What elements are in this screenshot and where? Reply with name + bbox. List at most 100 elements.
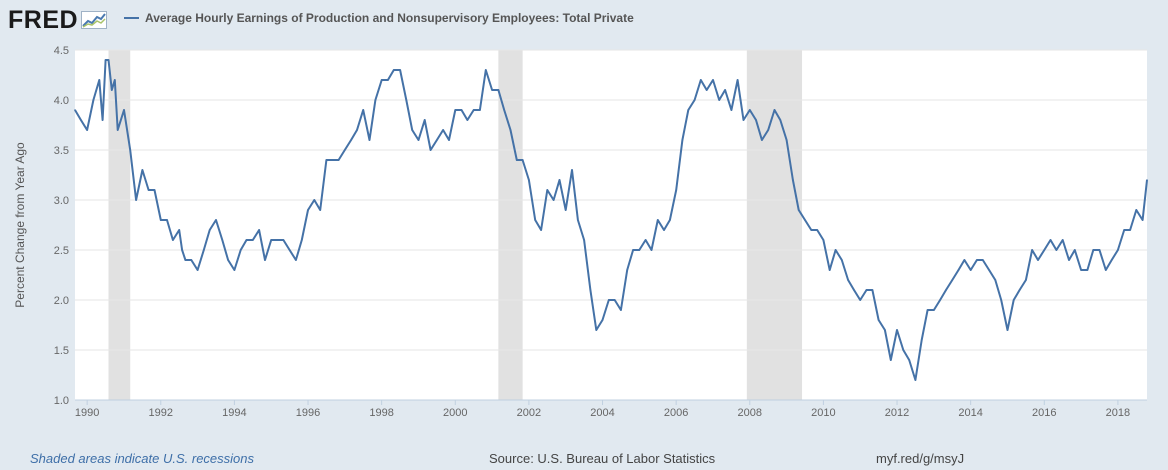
data-point bbox=[1055, 249, 1058, 251]
fred-logo[interactable]: FRED bbox=[8, 6, 108, 34]
data-point bbox=[1025, 279, 1027, 281]
data-point bbox=[239, 249, 242, 251]
data-point bbox=[399, 69, 401, 71]
data-point bbox=[816, 229, 818, 231]
data-point bbox=[1012, 299, 1015, 301]
data-point bbox=[841, 259, 843, 261]
data-point bbox=[865, 289, 868, 291]
data-point bbox=[344, 149, 346, 151]
data-point bbox=[939, 299, 941, 301]
data-point bbox=[871, 289, 874, 291]
data-point bbox=[325, 159, 328, 161]
data-point bbox=[417, 139, 420, 141]
data-point bbox=[877, 319, 880, 321]
header: FRED Average Hourly Earnings of Producti… bbox=[0, 0, 1168, 40]
legend-label: Average Hourly Earnings of Production an… bbox=[145, 11, 634, 25]
x-axis: 1990 1992 1994 1996 1998 2000 2002 2004 2006 2008… bbox=[75, 399, 1147, 419]
x-tick-label: 1996 bbox=[296, 407, 320, 419]
data-point bbox=[558, 179, 561, 181]
data-point bbox=[215, 219, 217, 221]
y-tick-label: 1.0 bbox=[54, 395, 69, 407]
data-point bbox=[166, 219, 168, 221]
y-tick-label: 2.0 bbox=[54, 295, 69, 307]
data-point bbox=[258, 229, 260, 231]
data-point bbox=[270, 239, 273, 241]
data-point bbox=[227, 259, 229, 261]
data-point bbox=[196, 269, 199, 271]
data-point bbox=[141, 169, 144, 171]
footer: Shaded areas indicate U.S. recessions So… bbox=[0, 448, 1168, 470]
data-point bbox=[785, 139, 788, 141]
data-point bbox=[503, 109, 506, 111]
data-point bbox=[405, 99, 408, 101]
data-point bbox=[712, 79, 714, 81]
recession-band bbox=[746, 50, 803, 400]
data-point bbox=[896, 329, 898, 331]
data-point bbox=[221, 239, 224, 241]
data-point bbox=[669, 219, 671, 221]
data-point bbox=[705, 89, 708, 91]
data-point bbox=[804, 219, 806, 221]
data-point bbox=[111, 89, 113, 91]
data-point bbox=[681, 139, 684, 141]
data-point bbox=[113, 79, 116, 81]
data-point bbox=[429, 149, 432, 151]
y-tick-label: 4.0 bbox=[54, 95, 69, 107]
x-tick-label: 2018 bbox=[1106, 407, 1130, 419]
x-tick-label: 1998 bbox=[369, 407, 393, 419]
x-tick-label: 2000 bbox=[443, 407, 467, 419]
data-point bbox=[350, 139, 352, 141]
data-point bbox=[374, 99, 377, 101]
data-point bbox=[460, 109, 463, 111]
shortlink[interactable]: myf.red/g/msyJ bbox=[876, 451, 965, 466]
data-point bbox=[730, 109, 733, 111]
data-point bbox=[724, 89, 726, 91]
data-point bbox=[577, 219, 579, 221]
data-point bbox=[1061, 239, 1064, 241]
data-point bbox=[515, 159, 518, 161]
data-point bbox=[736, 79, 739, 81]
data-point bbox=[313, 199, 316, 201]
data-point bbox=[74, 109, 76, 111]
data-point bbox=[656, 219, 659, 221]
data-point bbox=[1080, 269, 1082, 271]
data-point bbox=[546, 189, 549, 191]
x-tick-label: 1994 bbox=[222, 407, 246, 419]
legend-line-swatch bbox=[124, 17, 139, 19]
recession-note: Shaded areas indicate U.S. recessions bbox=[30, 451, 255, 466]
data-point bbox=[933, 309, 935, 311]
line-chart[interactable]: 1.01.52.02.53.03.54.04.5 1990 1992 1994 199… bbox=[0, 0, 1168, 448]
data-point bbox=[107, 59, 110, 61]
data-point bbox=[779, 119, 782, 121]
recession-band bbox=[108, 50, 131, 400]
legend: Average Hourly Earnings of Production an… bbox=[124, 11, 634, 25]
data-point bbox=[331, 159, 334, 161]
data-point bbox=[123, 109, 125, 111]
data-point bbox=[552, 199, 555, 201]
x-tick-label: 2008 bbox=[738, 407, 762, 419]
data-point bbox=[245, 239, 248, 241]
data-point bbox=[607, 299, 610, 301]
data-point bbox=[472, 109, 475, 111]
y-tick-label: 2.5 bbox=[54, 245, 69, 257]
data-point bbox=[497, 89, 500, 91]
data-point bbox=[976, 259, 978, 261]
data-point bbox=[828, 269, 831, 271]
data-point bbox=[773, 109, 776, 111]
data-point bbox=[264, 259, 266, 261]
data-point bbox=[847, 279, 849, 281]
x-tick-label: 2012 bbox=[885, 407, 909, 419]
data-point bbox=[178, 229, 180, 231]
data-point bbox=[1129, 229, 1131, 231]
data-point bbox=[1018, 289, 1021, 291]
x-tick-label: 2010 bbox=[811, 407, 835, 419]
data-point bbox=[184, 259, 187, 261]
data-point bbox=[761, 139, 763, 141]
data-point bbox=[822, 239, 825, 241]
data-point bbox=[1068, 259, 1070, 261]
data-point bbox=[675, 189, 677, 191]
data-point bbox=[1092, 249, 1095, 251]
data-point bbox=[288, 249, 291, 251]
data-point bbox=[650, 249, 653, 251]
data-point bbox=[448, 139, 450, 141]
